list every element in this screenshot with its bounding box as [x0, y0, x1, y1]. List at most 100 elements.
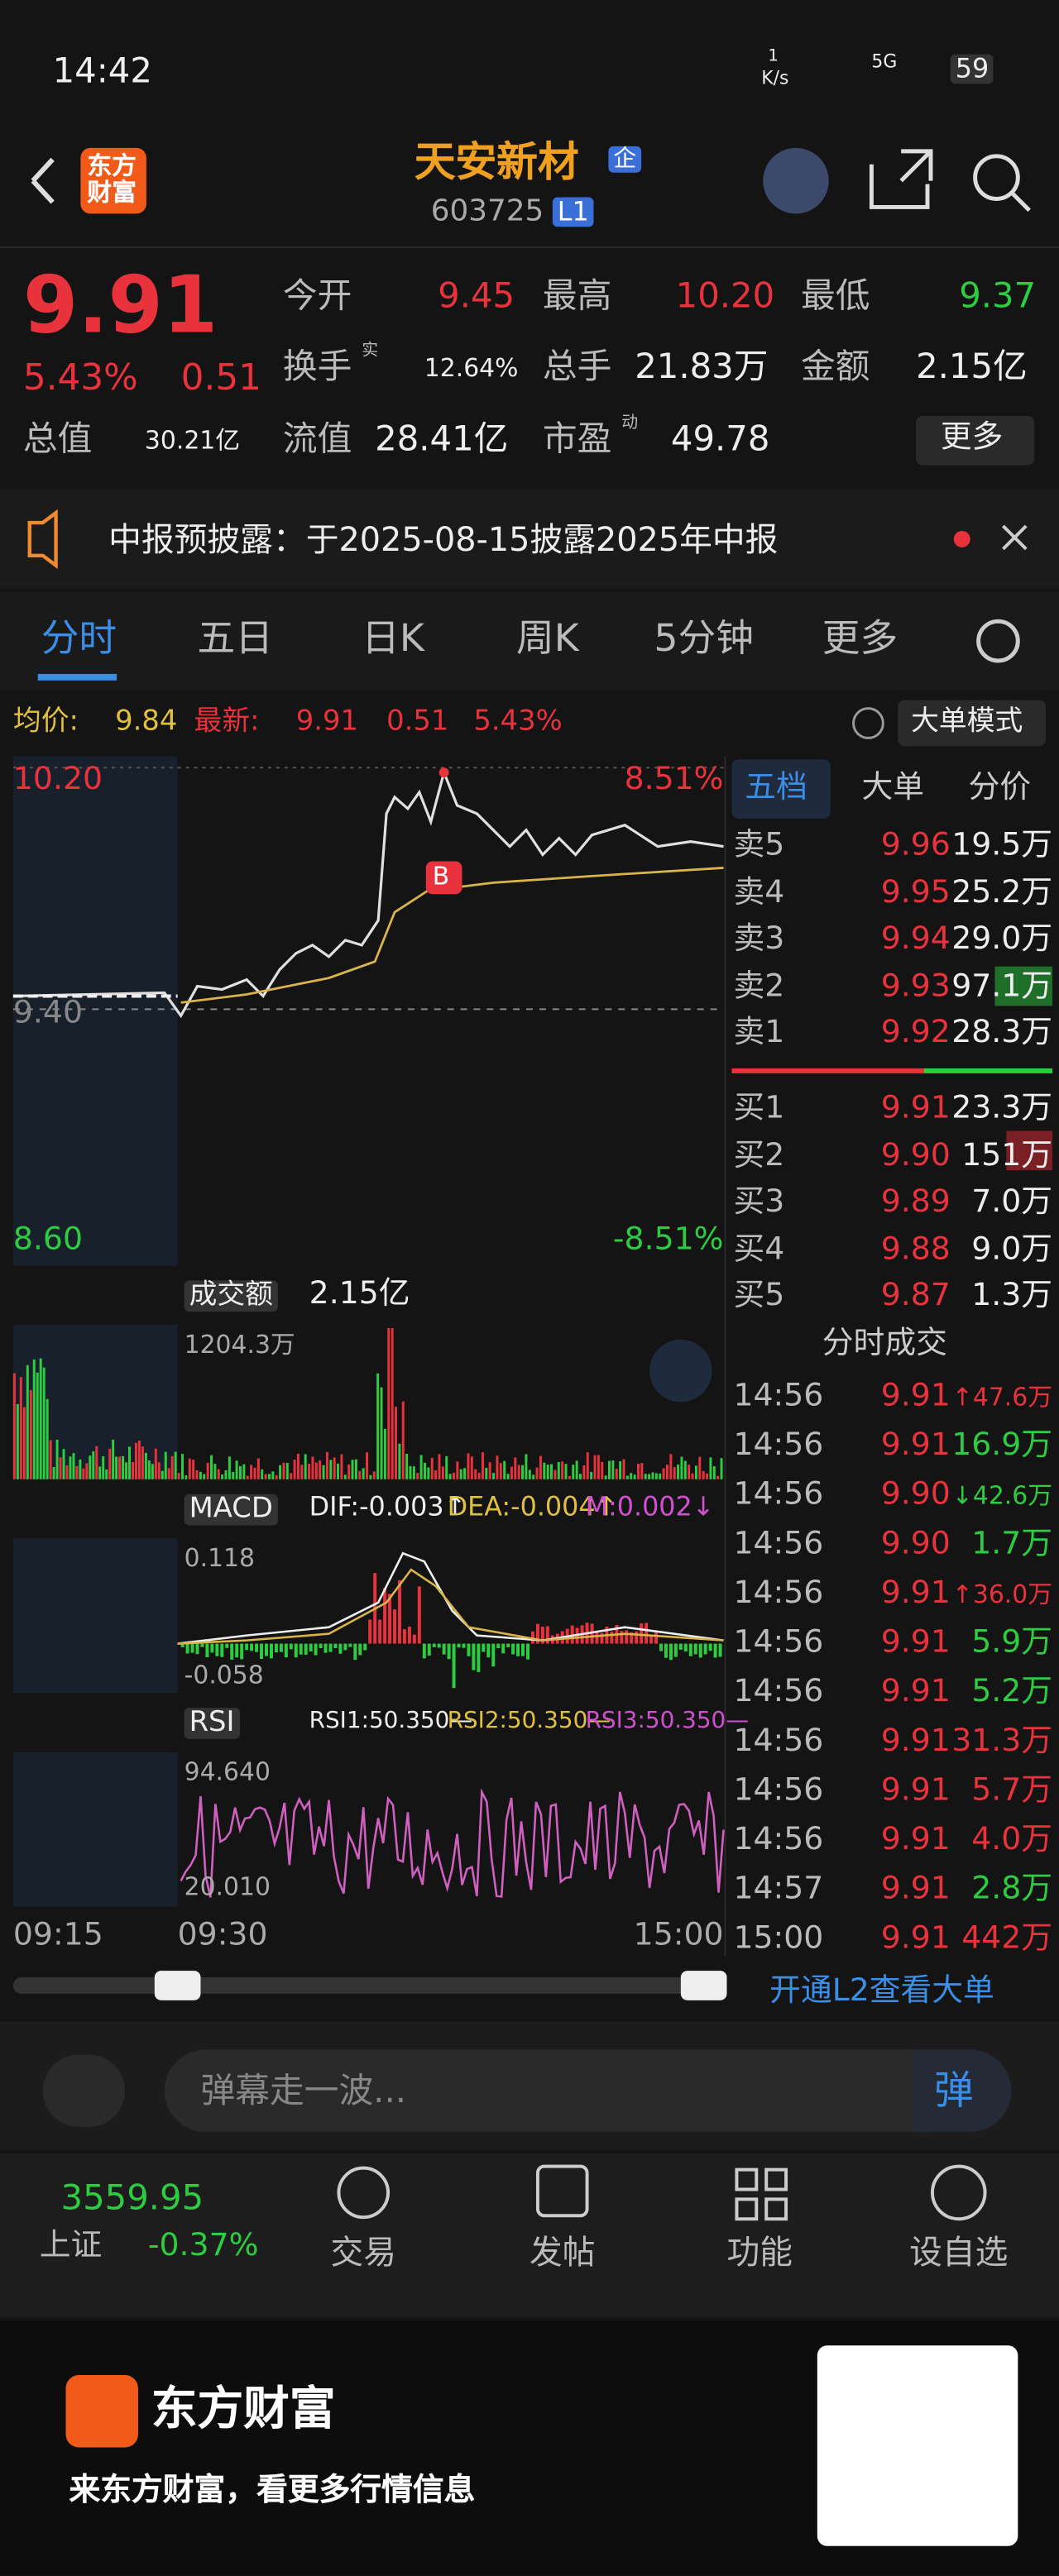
volume-highlight [994, 966, 1053, 1006]
decor-bar [319, 1460, 322, 1479]
more-text[interactable]: 更多 [940, 418, 1004, 456]
decor-bar [348, 1643, 352, 1647]
mode-button[interactable] [898, 700, 1047, 747]
robot-icon[interactable] [763, 147, 829, 214]
decor-bar [521, 1465, 525, 1479]
decor-bar [546, 1465, 549, 1479]
decor-bar [482, 1643, 486, 1652]
index-name: 上证 [39, 2227, 103, 2263]
nav-item[interactable]: 交易 [330, 2232, 397, 2272]
decor-bar [275, 1474, 278, 1479]
decor-bar [677, 1464, 680, 1479]
trade-volume: 31.3万 [951, 1722, 1053, 1759]
decor-bar [363, 1643, 367, 1651]
decor-bar [673, 1643, 678, 1657]
tab[interactable]: 5分钟 [654, 618, 754, 662]
rsi-low: 20.010 [184, 1871, 271, 1902]
decor-bar [351, 1460, 354, 1479]
field-label: 最高 [542, 275, 612, 316]
book-tab[interactable]: 五档 [745, 769, 807, 805]
decor-bar [217, 1469, 220, 1479]
decor-bar [289, 1643, 293, 1650]
dea-value: DEA:-0.004↑ [447, 1490, 618, 1522]
decor-bar [597, 1455, 600, 1479]
nav-item[interactable]: 设自选 [909, 2232, 1009, 2272]
decor-bar [703, 1643, 707, 1655]
trade-icon[interactable] [337, 2166, 391, 2220]
decor-bar [582, 1465, 586, 1479]
book-volume: 7.0万 [971, 1183, 1053, 1221]
decor-bar [267, 1474, 271, 1479]
decor-bar [250, 1465, 253, 1479]
book-price: 9.91 [880, 1089, 951, 1126]
tab[interactable]: 五日 [197, 618, 273, 662]
tab[interactable]: 日K [362, 618, 424, 662]
decor-bar [235, 1643, 239, 1658]
decor-bar [619, 1461, 622, 1479]
tab[interactable]: 周K [516, 618, 579, 662]
decor-bar [122, 1455, 125, 1479]
decor-bar [564, 1464, 568, 1479]
l2-banner[interactable]: 开通L2查看大单 [769, 1972, 994, 2009]
book-tab[interactable]: 分价 [968, 769, 1032, 805]
status-network: 5G [871, 50, 898, 73]
danmaku-button-text[interactable]: 弹 [933, 2067, 974, 2115]
trade-volume: 5.9万 [971, 1623, 1053, 1661]
nav-item[interactable]: 发帖 [530, 2232, 596, 2272]
footer-brand: 东方财富 [151, 2382, 336, 2436]
footer-slogan: 来东方财富，看更多行情信息 [69, 2472, 476, 2509]
decor-bar [575, 1460, 578, 1479]
book-price: 9.93 [880, 968, 951, 1005]
decor-bar [416, 1473, 419, 1479]
watchlist-icon[interactable] [930, 2164, 987, 2221]
settings-icon[interactable] [976, 619, 1020, 663]
tab[interactable]: 分时 [41, 618, 117, 662]
rsi2-value: RSI2:50.350— [447, 1708, 611, 1734]
rsi-line [180, 1788, 725, 1898]
mode-text[interactable]: 大单模式 [911, 705, 1023, 738]
search-icon[interactable] [973, 154, 1020, 201]
help-icon[interactable] [852, 707, 884, 739]
slider-handle[interactable] [154, 1971, 201, 2000]
decor-bar [253, 1467, 256, 1479]
decor-bar [340, 1454, 343, 1479]
more-button[interactable] [916, 415, 1035, 466]
book-volume: 28.3万 [951, 1015, 1053, 1051]
share-icon[interactable] [869, 149, 933, 209]
decor-bar [343, 1474, 347, 1479]
decor-bar [322, 1465, 325, 1479]
post-icon[interactable] [535, 2164, 589, 2218]
back-icon[interactable] [31, 157, 55, 204]
function-icon[interactable] [735, 2167, 788, 2221]
decor-bar [668, 1643, 673, 1661]
decor-bar [517, 1465, 520, 1479]
decor-bar [309, 1643, 313, 1652]
book-tab[interactable]: 大单 [861, 769, 925, 805]
pre-market-shade [12, 1752, 178, 1907]
danmaku-input[interactable] [164, 2049, 970, 2132]
decor-bar [65, 1465, 69, 1479]
decor-bar [184, 1475, 188, 1479]
close-icon[interactable] [1002, 524, 1028, 551]
expand-button[interactable] [649, 1339, 712, 1403]
macd-label[interactable]: MACD [184, 1494, 278, 1526]
slider-handle[interactable] [680, 1971, 727, 2000]
trade-volume: 5.7万 [971, 1771, 1053, 1809]
danmaku-button[interactable] [913, 2049, 1012, 2132]
decor-bar [235, 1460, 238, 1479]
decor-bar [195, 1643, 199, 1655]
rsi-label[interactable]: RSI [184, 1708, 240, 1739]
danmaku-icon[interactable] [42, 2054, 126, 2127]
nav-item[interactable]: 功能 [726, 2232, 793, 2272]
decor-bar [539, 1455, 542, 1479]
book-price: 9.95 [880, 873, 951, 910]
latest-value: 9.91 [295, 705, 359, 738]
tab[interactable]: 更多 [822, 618, 898, 662]
volume-label[interactable]: 成交额 [184, 1280, 278, 1312]
decor-bar [680, 1456, 683, 1479]
trade-time: 14:56 [733, 1771, 824, 1809]
book-price: 9.88 [880, 1231, 951, 1268]
decor-bar [264, 1474, 267, 1479]
decor-bar [12, 1373, 16, 1479]
decor-bar [22, 1407, 26, 1479]
